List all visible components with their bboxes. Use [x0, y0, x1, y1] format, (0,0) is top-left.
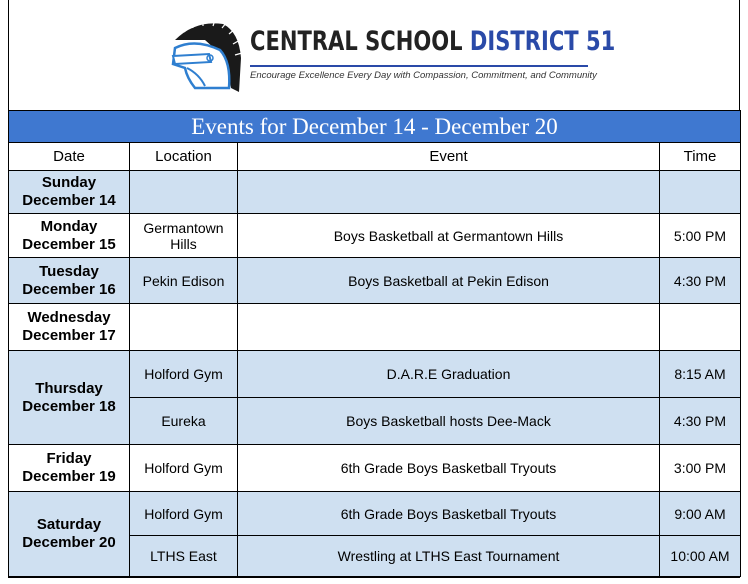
location-cell [129, 303, 238, 351]
day-name: Thursday [35, 379, 103, 397]
location-cell: Holford Gym [129, 491, 238, 536]
time-cell: 4:30 PM [659, 397, 741, 445]
time-cell: 8:15 AM [659, 350, 741, 398]
column-header-event: Event [237, 142, 660, 171]
time-cell [659, 170, 741, 214]
event-cell: 6th Grade Boys Basketball Tryouts [237, 444, 660, 492]
event-cell: Boys Basketball at Pekin Edison [237, 257, 660, 304]
date-cell: Sunday December 14 [8, 170, 130, 214]
event-cell: Boys Basketball hosts Dee-Mack [237, 397, 660, 445]
table-row: Eureka Boys Basketball hosts Dee-Mack 4:30… [9, 397, 741, 445]
day-date: December 19 [22, 468, 116, 485]
time-cell [659, 303, 741, 351]
table-title: Events for December 14 - December 20 [8, 110, 741, 143]
day-date: December 17 [22, 327, 116, 344]
event-cell: Wrestling at LTHS East Tournament [237, 535, 660, 577]
date-cell: Monday December 15 [8, 213, 130, 258]
table-row: Tuesday December 16 Pekin Edison Boys Baske… [8, 257, 741, 304]
events-table: Events for December 14 - December 20 Dat… [8, 110, 741, 577]
time-cell: 4:30 PM [659, 257, 741, 304]
column-header-location: Location [129, 142, 238, 171]
event-cell: D.A.R.E Graduation [237, 350, 660, 398]
location-cell: Pekin Edison [129, 257, 238, 304]
event-cell [237, 303, 660, 351]
day-name: Monday [40, 217, 98, 235]
table-row: Monday December 15 Germantown Hills Boys Ba… [8, 213, 741, 258]
time-cell: 3:00 PM [659, 444, 741, 492]
district-name: CENTRAL SCHOOL DISTRICT 51 [250, 26, 615, 57]
date-cell: Saturday December 20 [8, 491, 130, 577]
event-cell: 6th Grade Boys Basketball Tryouts [237, 491, 660, 536]
table-row: Friday December 19 Holford Gym 6th Grade Bo… [8, 444, 741, 492]
table-row: Sunday December 14 [8, 170, 741, 214]
date-cell: Friday December 19 [8, 444, 130, 492]
date-cell: Tuesday December 16 [8, 257, 130, 304]
day-name: Wednesday [27, 309, 111, 326]
date-cell: Thursday December 18 [8, 350, 130, 445]
location-cell: Eureka [129, 397, 238, 445]
district-name-blue: DISTRICT 51 [469, 26, 616, 57]
district-tagline: Encourage Excellence Every Day with Comp… [250, 70, 597, 81]
district-name-dark: CENTRAL SCHOOL [250, 26, 470, 57]
location-cell: Holford Gym [129, 444, 238, 492]
column-header-date: Date [8, 142, 130, 171]
day-date: December 14 [22, 192, 116, 209]
logo-divider [250, 65, 588, 67]
event-cell: Boys Basketball at Germantown Hills [237, 213, 660, 258]
day-date: December 20 [22, 534, 116, 551]
day-date: December 15 [22, 235, 116, 253]
location-cell: Holford Gym [129, 350, 238, 398]
day-name: Friday [46, 450, 92, 467]
day-name: Sunday [41, 174, 97, 191]
day-name: Saturday [36, 516, 102, 533]
day-date: December 18 [22, 397, 116, 415]
location-cell: LTHS East [129, 535, 238, 577]
district-logo: CENTRAL SCHOOL DISTRICT 51 Encourage Exc… [165, 18, 615, 94]
table-row: Thursday December 18 Holford Gym D.A.R.E Gr… [8, 350, 741, 445]
time-cell: 5:00 PM [659, 213, 741, 258]
time-cell: 9:00 AM [659, 491, 741, 536]
table-row: LTHS East Wrestling at LTHS East Tourname… [9, 535, 741, 577]
date-cell: Wednesday December 17 [8, 303, 130, 351]
table-row: Wednesday December 17 [8, 303, 741, 351]
location-cell: Germantown Hills [129, 213, 238, 258]
spartan-helmet-icon [171, 19, 243, 92]
day-name: Tuesday [39, 262, 99, 280]
event-cell [237, 170, 660, 214]
time-cell: 10:00 AM [659, 535, 741, 577]
column-header-time: Time [659, 142, 741, 171]
day-date: December 16 [22, 280, 116, 298]
location-cell [129, 170, 238, 214]
table-row: Saturday December 20 Holford Gym 6th Grade … [8, 491, 741, 577]
